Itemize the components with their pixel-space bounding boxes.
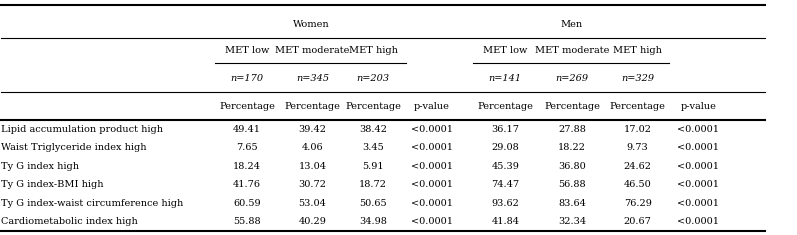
Text: 24.62: 24.62 [623, 162, 652, 171]
Text: Ty G index-waist circumference high: Ty G index-waist circumference high [1, 199, 183, 208]
Text: Percentage: Percentage [285, 102, 340, 111]
Text: 60.59: 60.59 [234, 199, 261, 208]
Text: <0.0001: <0.0001 [677, 162, 719, 171]
Text: <0.0001: <0.0001 [411, 143, 453, 152]
Text: 20.67: 20.67 [624, 217, 651, 226]
Text: n=269: n=269 [556, 74, 589, 83]
Text: 93.62: 93.62 [492, 199, 519, 208]
Text: 41.84: 41.84 [491, 217, 520, 226]
Text: MET moderate: MET moderate [275, 46, 350, 55]
Text: 53.04: 53.04 [299, 199, 326, 208]
Text: MET high: MET high [613, 46, 662, 55]
Text: <0.0001: <0.0001 [411, 217, 453, 226]
Text: 74.47: 74.47 [491, 180, 520, 189]
Text: 18.24: 18.24 [233, 162, 261, 171]
Text: 32.34: 32.34 [558, 217, 587, 226]
Text: Percentage: Percentage [219, 102, 275, 111]
Text: 34.98: 34.98 [359, 217, 387, 226]
Text: 17.02: 17.02 [623, 125, 652, 133]
Text: n=329: n=329 [621, 74, 654, 83]
Text: <0.0001: <0.0001 [677, 217, 719, 226]
Text: 40.29: 40.29 [299, 217, 326, 226]
Text: Percentage: Percentage [544, 102, 600, 111]
Text: <0.0001: <0.0001 [677, 180, 719, 189]
Text: 76.29: 76.29 [624, 199, 651, 208]
Text: <0.0001: <0.0001 [411, 162, 453, 171]
Text: 30.72: 30.72 [298, 180, 327, 189]
Text: 27.88: 27.88 [559, 125, 586, 133]
Text: 50.65: 50.65 [359, 199, 387, 208]
Text: 83.64: 83.64 [559, 199, 586, 208]
Text: n=170: n=170 [230, 74, 264, 83]
Text: p-value: p-value [680, 102, 717, 111]
Text: n=345: n=345 [296, 74, 329, 83]
Text: 46.50: 46.50 [624, 180, 651, 189]
Text: 18.22: 18.22 [558, 143, 587, 152]
Text: 38.42: 38.42 [359, 125, 387, 133]
Text: Ty G index high: Ty G index high [1, 162, 79, 171]
Text: <0.0001: <0.0001 [411, 199, 453, 208]
Text: 49.41: 49.41 [233, 125, 261, 133]
Text: 13.04: 13.04 [298, 162, 327, 171]
Text: 7.65: 7.65 [236, 143, 258, 152]
Text: Ty G index-BMI high: Ty G index-BMI high [1, 180, 104, 189]
Text: MET low: MET low [483, 46, 528, 55]
Text: Lipid accumulation product high: Lipid accumulation product high [1, 125, 163, 133]
Text: Waist Triglyceride index high: Waist Triglyceride index high [1, 143, 147, 152]
Text: 56.88: 56.88 [559, 180, 586, 189]
Text: 3.45: 3.45 [362, 143, 384, 152]
Text: <0.0001: <0.0001 [677, 199, 719, 208]
Text: <0.0001: <0.0001 [677, 125, 719, 133]
Text: 18.72: 18.72 [359, 180, 387, 189]
Text: 36.80: 36.80 [559, 162, 586, 171]
Text: n=203: n=203 [356, 74, 390, 83]
Text: Men: Men [560, 20, 583, 29]
Text: Cardiometabolic index high: Cardiometabolic index high [1, 217, 138, 226]
Text: Percentage: Percentage [477, 102, 533, 111]
Text: MET high: MET high [348, 46, 398, 55]
Text: 55.88: 55.88 [234, 217, 261, 226]
Text: MET moderate: MET moderate [535, 46, 610, 55]
Text: 5.91: 5.91 [362, 162, 384, 171]
Text: 39.42: 39.42 [298, 125, 327, 133]
Text: <0.0001: <0.0001 [411, 125, 453, 133]
Text: <0.0001: <0.0001 [411, 180, 453, 189]
Text: MET low: MET low [225, 46, 269, 55]
Text: 9.73: 9.73 [626, 143, 649, 152]
Text: Percentage: Percentage [345, 102, 401, 111]
Text: p-value: p-value [414, 102, 450, 111]
Text: 45.39: 45.39 [492, 162, 519, 171]
Text: 29.08: 29.08 [492, 143, 519, 152]
Text: Women: Women [292, 20, 329, 29]
Text: 4.06: 4.06 [301, 143, 324, 152]
Text: 41.76: 41.76 [233, 180, 261, 189]
Text: 36.17: 36.17 [491, 125, 520, 133]
Text: <0.0001: <0.0001 [677, 143, 719, 152]
Text: n=141: n=141 [489, 74, 522, 83]
Text: Percentage: Percentage [610, 102, 665, 111]
